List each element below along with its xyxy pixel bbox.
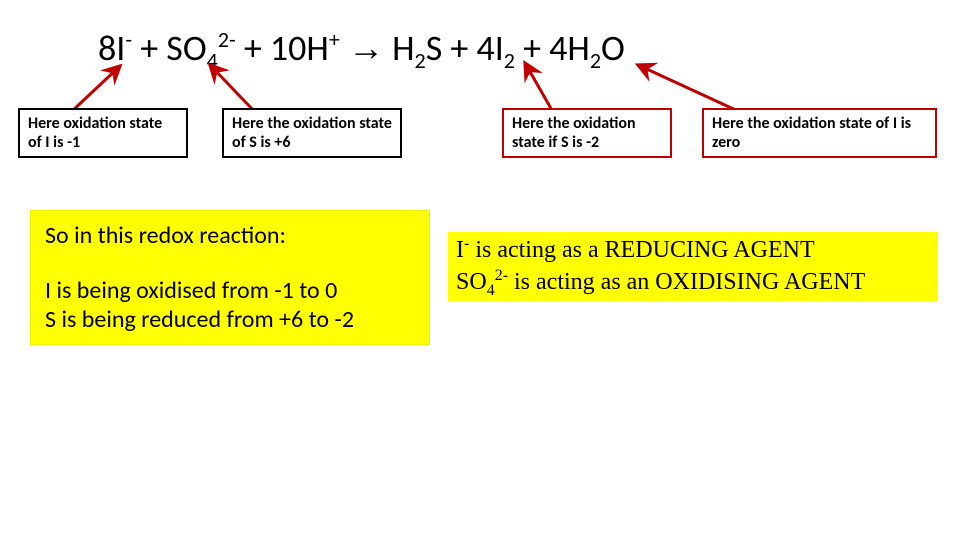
ann-s-minus2: Here the oxidation state if S is -2 <box>502 108 672 158</box>
ann-i-zero: Here the oxidation state of I is zero <box>702 108 937 158</box>
agent-l2-sub: 4 <box>487 282 495 299</box>
arr4 <box>638 65 740 112</box>
agent-l2-pre: SO <box>456 269 487 295</box>
agent-l1-post: is acting as a REDUCING AGENT <box>469 237 814 263</box>
agent-line1: I- is acting as a REDUCING AGENT <box>456 234 930 266</box>
redox-line3: S is being reduced from +6 to -2 <box>45 305 415 334</box>
ann-i-minus: Here oxidation state of I is -1 <box>18 108 188 158</box>
redox-line1: So in this redox reaction: <box>45 221 415 250</box>
arr1 <box>70 66 120 113</box>
ann-s-plus6: Here the oxidation state of S is +6 <box>222 108 402 158</box>
agent-l1-pre: I <box>456 237 464 263</box>
arr3 <box>525 63 553 112</box>
agent-line2: SO42- is acting as an OXIDISING AGENT <box>456 266 930 298</box>
redox-line2: I is being oxidised from -1 to 0 <box>45 276 415 305</box>
agent-summary: I- is acting as a REDUCING AGENT SO42- i… <box>448 232 938 301</box>
agent-l2-sup: 2- <box>495 267 508 284</box>
agent-l2-post: is acting as an OXIDISING AGENT <box>508 269 865 295</box>
redox-summary: So in this redox reaction: I is being ox… <box>30 210 430 345</box>
chemical-equation: 8I- + SO42- + 10H+ → H2S + 4I2 + 4H2O <box>98 26 625 70</box>
